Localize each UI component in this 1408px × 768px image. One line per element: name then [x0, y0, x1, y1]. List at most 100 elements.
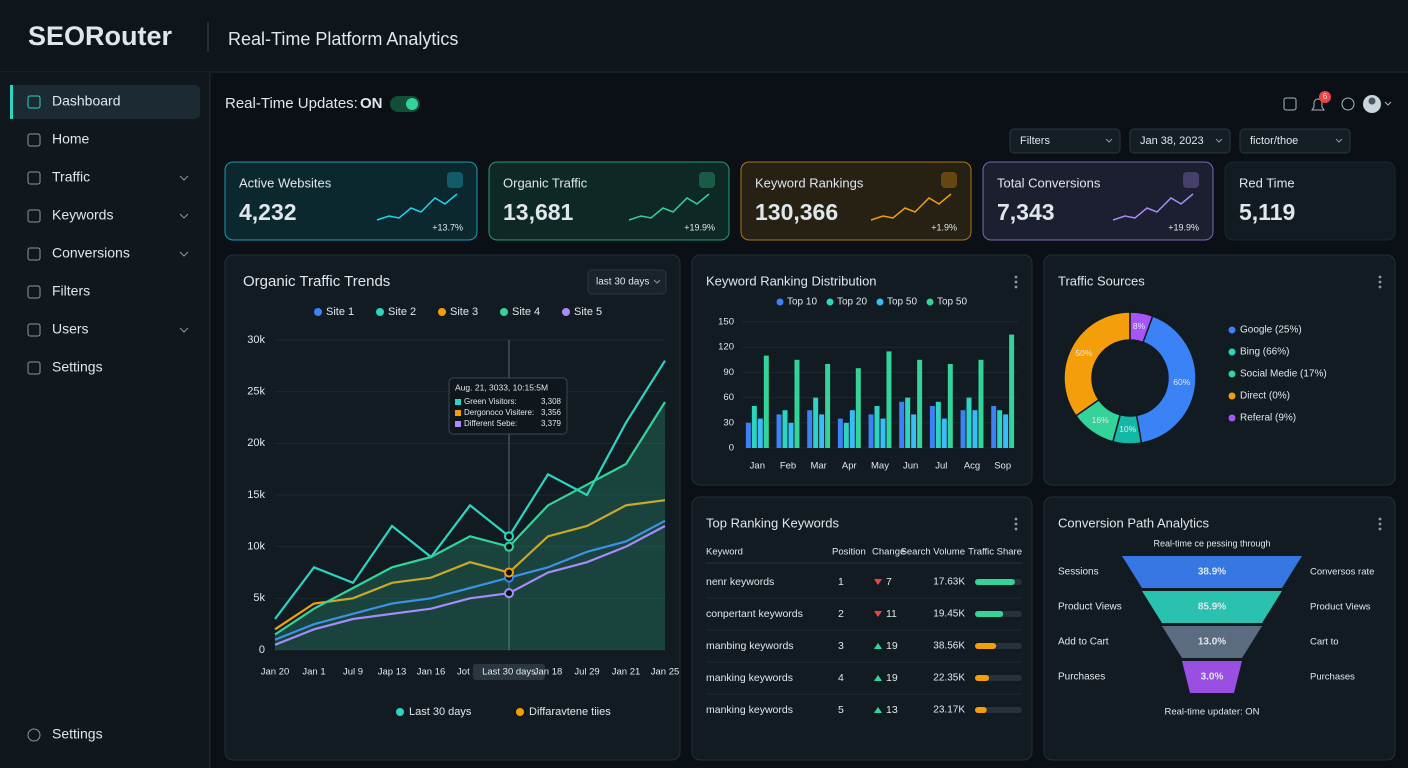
- legend-label: Site 2: [388, 306, 416, 318]
- change-arrow: [874, 643, 882, 649]
- legend-label: Direct (0%): [1240, 391, 1290, 402]
- legend-label: Site 4: [512, 306, 540, 318]
- menu-dot[interactable]: [1378, 280, 1382, 284]
- nav-item[interactable]: Filters: [52, 283, 90, 299]
- funnel-stage: [1162, 626, 1262, 658]
- range-selector-label: last 30 days: [596, 277, 649, 288]
- filter-box[interactable]: [1239, 128, 1351, 154]
- position: 1: [838, 576, 844, 588]
- help-icon[interactable]: [1341, 97, 1355, 111]
- range-selector[interactable]: [587, 269, 667, 295]
- share-bar: [975, 643, 997, 649]
- series-line: [274, 401, 666, 636]
- inbox-icon[interactable]: [1283, 97, 1297, 111]
- kpi-value: 4,232: [239, 199, 297, 225]
- legend-label: Google (25%): [1240, 325, 1302, 336]
- filter-chevron: [1215, 138, 1223, 143]
- table-panel: [691, 496, 1033, 761]
- tooltip-row-value: 3,308: [541, 397, 562, 406]
- change: 13: [886, 704, 898, 716]
- menu-dot[interactable]: [1378, 522, 1382, 526]
- donut-slice: [1129, 311, 1154, 344]
- nav-active-bg: [10, 85, 200, 119]
- change-arrow: [874, 579, 882, 585]
- tooltip-point: [504, 531, 514, 542]
- nav-item[interactable]: Keywords: [52, 207, 113, 223]
- legend-swatch: [1228, 414, 1236, 422]
- y-tick-label: 30k: [247, 334, 265, 346]
- x-tick-label: Jul: [935, 461, 947, 472]
- nav-icon: [27, 171, 41, 185]
- menu-dot[interactable]: [1378, 275, 1382, 279]
- nav-item[interactable]: Dashboard: [52, 93, 121, 109]
- kpi-card: [982, 161, 1214, 241]
- series-line: [274, 360, 666, 620]
- share-bar: [975, 579, 1015, 585]
- series-area: [275, 402, 665, 650]
- filter-box[interactable]: [1009, 128, 1121, 154]
- nav-item[interactable]: Users: [52, 321, 89, 337]
- kpi-icon: [699, 172, 715, 188]
- kpi-sparkline: [376, 193, 458, 221]
- nav-footer[interactable]: Settings: [52, 726, 103, 742]
- kpi-card: [224, 161, 478, 241]
- x-tick-label: Jan 18: [534, 667, 563, 678]
- x-tick-label: Jun: [903, 461, 918, 472]
- nav-item[interactable]: Home: [52, 131, 90, 147]
- menu-dot[interactable]: [1378, 285, 1382, 289]
- nav-item[interactable]: Traffic: [52, 169, 90, 185]
- funnel-stage: [1182, 661, 1242, 693]
- funnel-stage: [1142, 591, 1282, 623]
- funnel-stage-label: Product Views: [1058, 602, 1122, 613]
- nav-chevron: [179, 251, 189, 257]
- menu-dot[interactable]: [1378, 517, 1382, 521]
- slice-label: 16%: [1092, 415, 1109, 425]
- legend-swatch: [314, 308, 322, 316]
- position: 4: [838, 672, 844, 684]
- tooltip-box: [448, 377, 568, 435]
- legend-swatch: [926, 298, 934, 306]
- bar: [960, 410, 966, 448]
- nav-item[interactable]: Conversions: [52, 245, 130, 261]
- notification-count: 6: [1323, 92, 1328, 101]
- slice-label: 50%: [1075, 348, 1092, 358]
- menu-dot[interactable]: [1014, 285, 1018, 289]
- kpi-icon: [941, 172, 957, 188]
- menu-dot[interactable]: [1014, 527, 1018, 531]
- legend-swatch: [1228, 348, 1236, 356]
- tooltip-row-label: Dergonoco Visitere:: [464, 408, 534, 417]
- bar: [899, 401, 905, 448]
- bar: [788, 422, 794, 448]
- kpi-change: +19.9%: [1168, 222, 1199, 232]
- chart-title: Traffic Sources: [1058, 273, 1145, 288]
- menu-dot[interactable]: [1378, 527, 1382, 531]
- legend-label: Bing (66%): [1240, 347, 1289, 358]
- change-arrow: [874, 707, 882, 713]
- menu-dot[interactable]: [1014, 275, 1018, 279]
- tooltip-swatch: [455, 421, 461, 427]
- menu-dot[interactable]: [1014, 280, 1018, 284]
- bar: [776, 414, 782, 448]
- legend-swatch: [776, 298, 784, 306]
- x-tick-label: Mar: [810, 461, 826, 472]
- y-tick-label: 150: [718, 317, 734, 328]
- funnel-value: 85.9%: [1198, 602, 1226, 613]
- funnel-footer: Real-time updater: ON: [1164, 707, 1259, 718]
- nav-icon: [27, 323, 41, 337]
- filter-box[interactable]: [1129, 128, 1231, 154]
- top-bar: [0, 0, 1408, 72]
- menu-dot[interactable]: [1014, 517, 1018, 521]
- donut-slice: [1135, 315, 1197, 444]
- kpi-change: +1.9%: [931, 222, 957, 232]
- legend-label: Top 50: [937, 297, 967, 308]
- nav-item[interactable]: Settings: [52, 359, 103, 375]
- menu-dot[interactable]: [1014, 522, 1018, 526]
- chart-title: Organic Traffic Trends: [243, 273, 390, 290]
- funnel-right-label: Cart to: [1310, 637, 1339, 648]
- filter-chevron: [1335, 138, 1343, 143]
- bar: [905, 397, 911, 448]
- y-tick-label: 0: [259, 644, 265, 656]
- kpi-value: 13,681: [503, 199, 574, 225]
- bell-icon[interactable]: [1311, 98, 1325, 111]
- kpi-icon: [447, 172, 463, 188]
